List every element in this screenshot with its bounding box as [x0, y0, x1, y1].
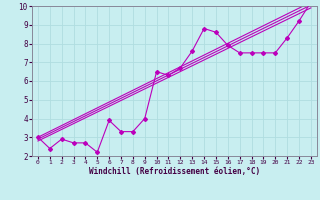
X-axis label: Windchill (Refroidissement éolien,°C): Windchill (Refroidissement éolien,°C)	[89, 167, 260, 176]
